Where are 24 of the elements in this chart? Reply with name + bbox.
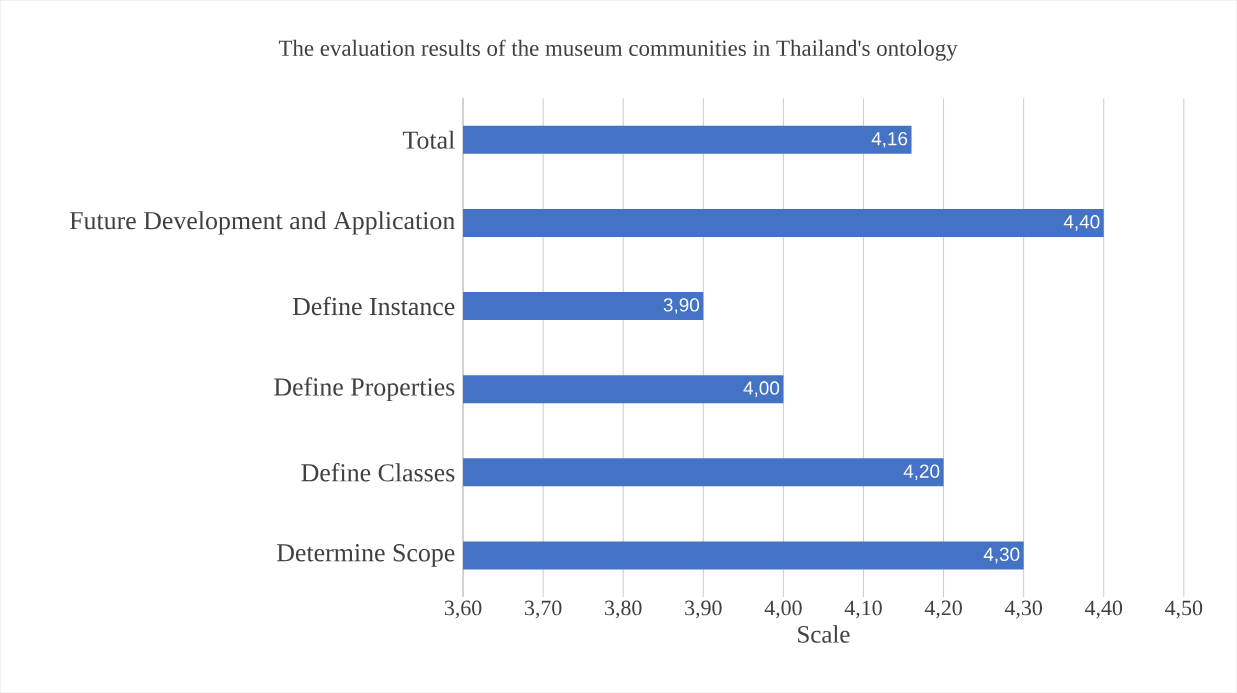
x-tick-label: 4,30 xyxy=(1004,600,1042,619)
data-label: 4,16 xyxy=(871,131,908,148)
x-tick-label: 3,60 xyxy=(444,600,482,619)
y-tick-label: Total xyxy=(402,130,455,149)
y-tick-label: Future Development and Application xyxy=(69,211,455,235)
x-tick-label: 4,40 xyxy=(1084,600,1123,619)
x-tick-label: 4,00 xyxy=(764,600,802,619)
chart-title: The evaluation results of the museum communities in Thailand's ontology xyxy=(278,39,958,61)
data-label: 4,40 xyxy=(1063,214,1100,231)
x-tick-label: 3,70 xyxy=(525,600,562,619)
data-label: 3,90 xyxy=(663,298,700,314)
x-tick-label: 4,50 xyxy=(1165,600,1203,619)
data-label: 4,30 xyxy=(983,547,1020,564)
x-axis-title: Scale xyxy=(798,625,850,643)
x-tick-label: 3,90 xyxy=(685,600,722,619)
y-tick-label: Define Classes xyxy=(301,462,455,482)
x-tick-label: 4,10 xyxy=(844,600,882,619)
x-tick-label: 4,20 xyxy=(924,600,962,619)
y-tick-label: Define Instance xyxy=(292,296,455,316)
data-label: 4,00 xyxy=(743,381,780,397)
y-tick-label: Define Properties xyxy=(274,377,455,401)
data-label: 4,20 xyxy=(903,464,940,481)
x-tick-label: 3,80 xyxy=(605,600,642,619)
y-tick-label: Determine Scope xyxy=(276,544,455,567)
